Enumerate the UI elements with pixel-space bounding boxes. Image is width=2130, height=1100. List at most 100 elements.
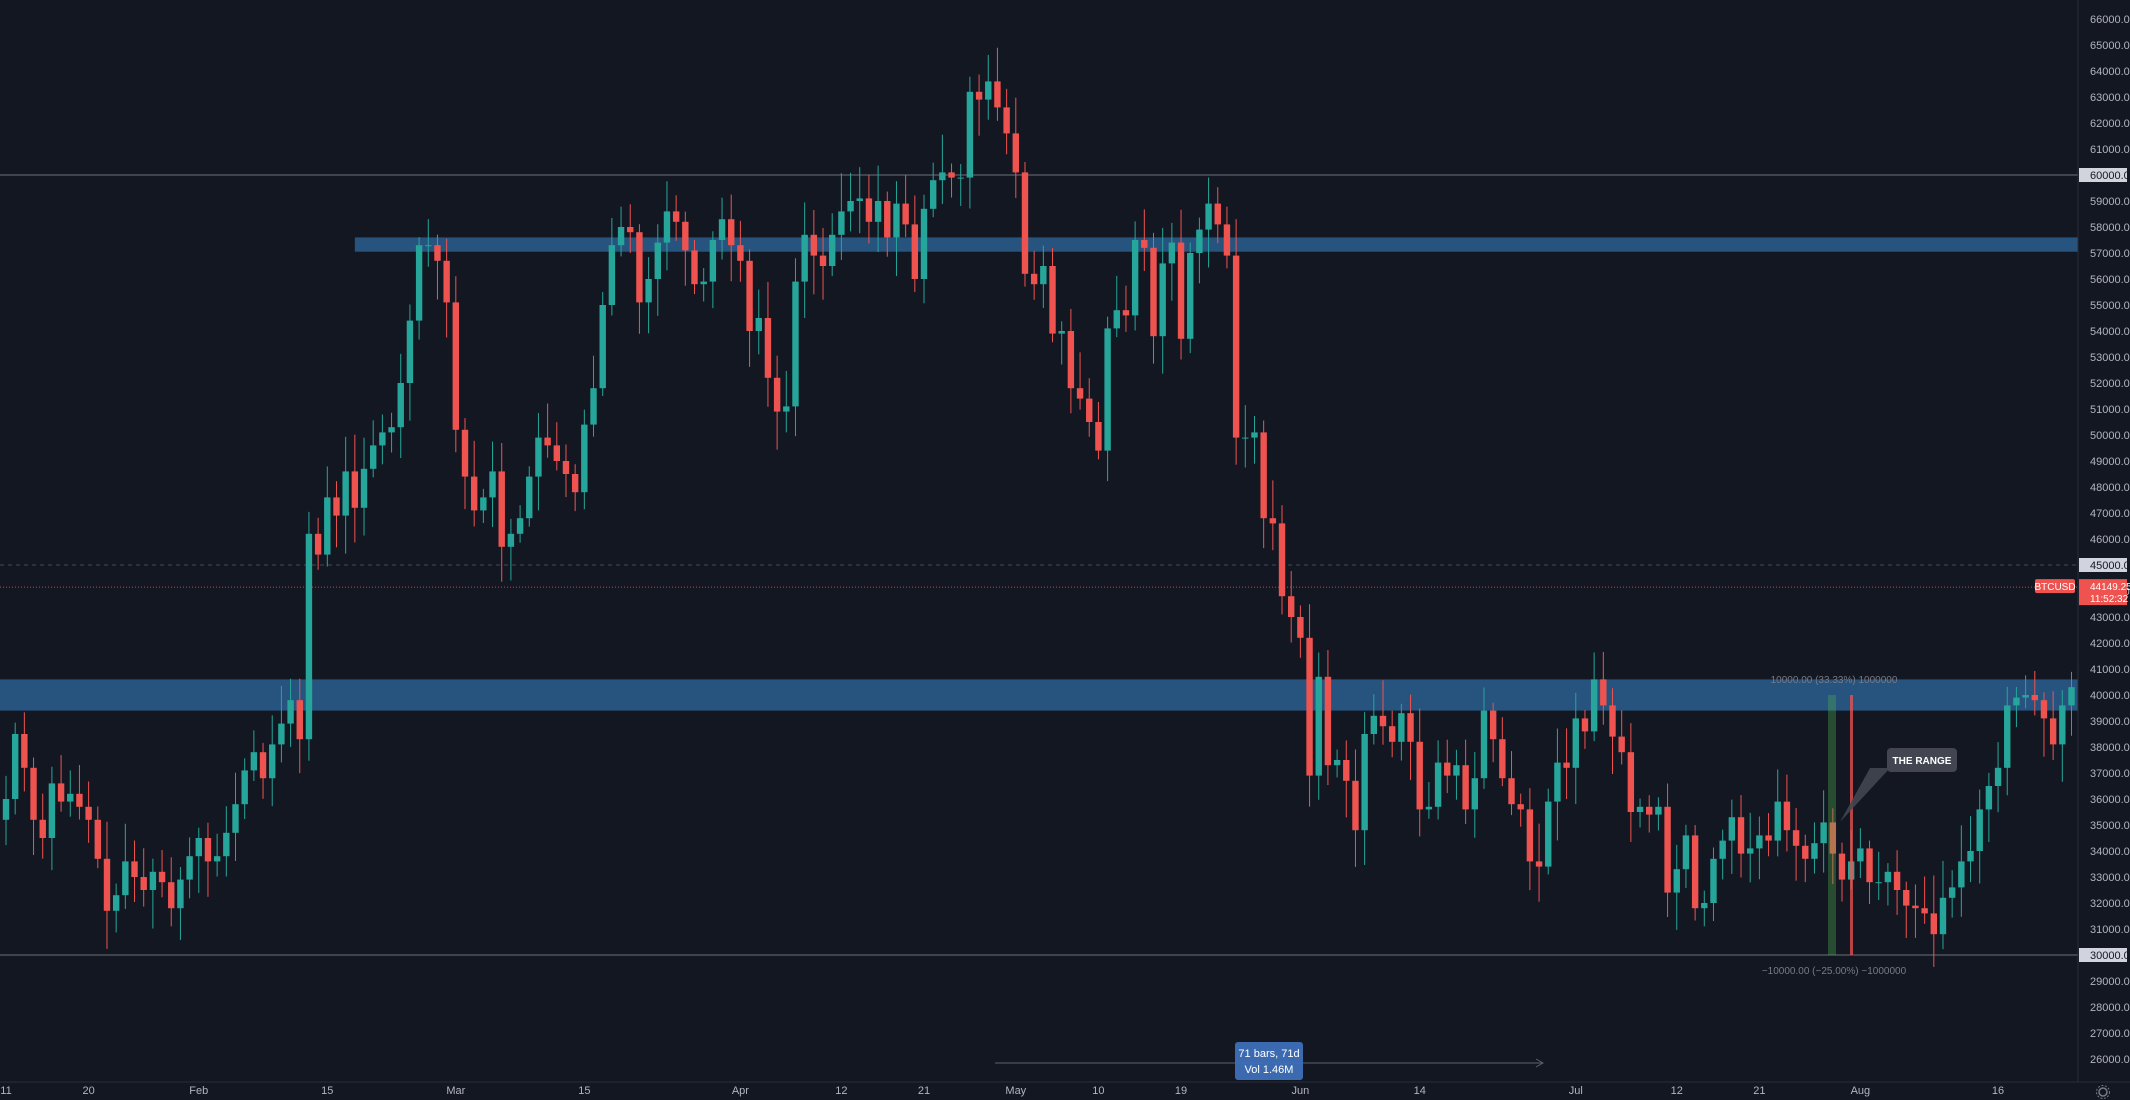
time-axis-background[interactable] [0,1082,2130,1100]
candle[interactable] [581,409,588,510]
candle[interactable] [1691,825,1699,921]
candle[interactable] [168,857,175,927]
candle[interactable] [140,848,147,907]
candle[interactable] [195,827,202,893]
candle[interactable] [1462,739,1469,824]
candle[interactable] [1388,710,1396,758]
candle[interactable] [11,722,19,815]
candle[interactable] [1343,740,1350,818]
candle[interactable] [1049,247,1056,343]
candle[interactable] [1967,816,1974,883]
candle[interactable] [810,209,818,295]
candle[interactable] [975,74,983,136]
candle[interactable] [1719,829,1726,880]
candle[interactable] [1141,209,1148,271]
candle[interactable] [1572,692,1579,805]
candle[interactable] [470,440,478,527]
candle[interactable] [1021,161,1029,287]
candle[interactable] [1728,799,1736,874]
candle[interactable] [1829,808,1837,885]
candle[interactable] [562,444,570,498]
candle[interactable] [1664,783,1671,918]
candle[interactable] [636,224,643,334]
candle[interactable] [939,134,946,205]
candle[interactable] [213,833,221,877]
candle[interactable] [1499,717,1506,787]
candle[interactable] [1352,749,1359,867]
candle[interactable] [57,755,65,812]
candle[interactable] [1444,739,1451,794]
candle[interactable] [700,267,707,302]
candle[interactable] [461,418,469,510]
candle[interactable] [1315,652,1322,800]
candle[interactable] [452,276,460,453]
candle[interactable] [911,195,919,293]
candle[interactable] [1030,250,1038,300]
candle[interactable] [654,224,661,316]
candle[interactable] [1673,844,1680,930]
candle[interactable] [480,488,487,524]
candle[interactable] [232,772,239,861]
candle[interactable] [1242,405,1249,468]
settings-gear-icon[interactable] [2096,1085,2110,1099]
candle[interactable] [1324,649,1332,785]
candle[interactable] [1646,795,1653,833]
candle[interactable] [406,304,414,421]
candle[interactable] [39,793,46,859]
candle[interactable] [957,164,964,206]
candle[interactable] [1260,420,1267,549]
candle[interactable] [1820,790,1827,873]
candle[interactable] [1875,851,1882,900]
candle[interactable] [112,883,120,933]
candle[interactable] [1370,694,1378,745]
candle[interactable] [498,442,505,582]
candle[interactable] [30,757,37,856]
candle[interactable] [929,162,937,218]
candle[interactable] [728,194,735,282]
candle[interactable] [884,191,891,257]
candle[interactable] [764,281,772,407]
candle[interactable] [287,678,294,747]
candle[interactable] [608,217,616,316]
candle[interactable] [324,466,331,567]
candle[interactable] [1508,751,1515,816]
candle[interactable] [571,464,579,512]
candle[interactable] [792,258,799,437]
candle[interactable] [627,204,634,253]
candle[interactable] [1306,604,1313,807]
candle[interactable] [2031,670,2038,716]
candle[interactable] [1416,708,1423,837]
candle[interactable] [985,54,992,120]
candle[interactable] [746,249,753,367]
candle[interactable] [801,202,808,318]
candle[interactable] [1159,227,1166,374]
candle[interactable] [1205,177,1212,268]
candle[interactable] [1765,813,1772,857]
candle[interactable] [177,867,184,941]
candle[interactable] [21,712,28,792]
candle[interactable] [819,227,827,300]
candle[interactable] [388,412,395,453]
candle[interactable] [370,420,377,478]
candle[interactable] [1223,206,1231,269]
candle[interactable] [1563,728,1570,800]
zone-resistance[interactable] [354,237,2130,252]
candle[interactable] [1040,245,1047,308]
candle[interactable] [1893,850,1901,915]
candle[interactable] [2004,686,2011,796]
candle[interactable] [1058,321,1065,365]
candle[interactable] [1866,840,1873,905]
candle[interactable] [1756,816,1763,880]
candle[interactable] [1609,688,1616,775]
candle[interactable] [67,770,74,817]
candle[interactable] [103,821,111,949]
candle[interactable] [1278,505,1286,615]
candle[interactable] [241,758,248,819]
candle[interactable] [1747,812,1754,883]
candle[interactable] [1434,740,1442,820]
candle[interactable] [425,219,432,267]
candle[interactable] [122,823,129,909]
candle[interactable] [1453,749,1460,800]
candle[interactable] [994,47,1001,121]
